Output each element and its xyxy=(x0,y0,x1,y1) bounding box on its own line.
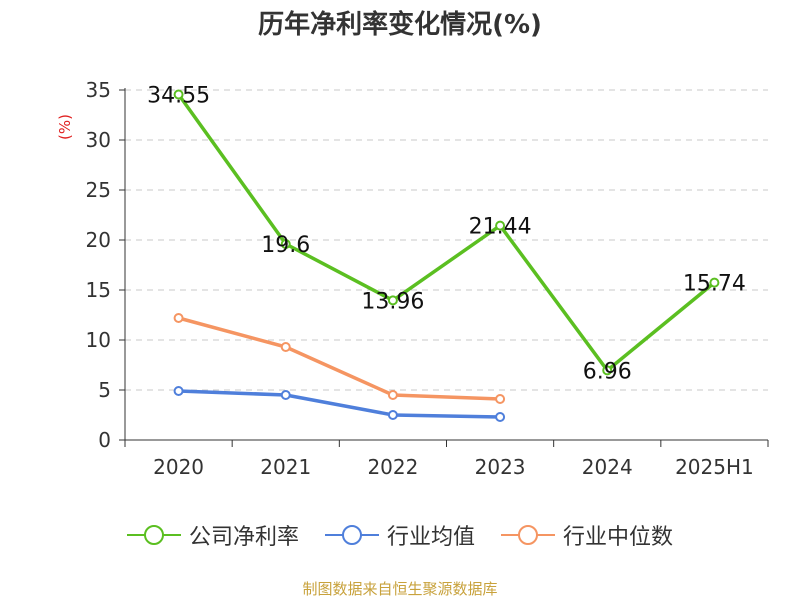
data-label: 34.55 xyxy=(147,84,210,109)
data-label: 15.74 xyxy=(683,272,746,297)
series-lines xyxy=(173,89,720,422)
x-tick-label: 2024 xyxy=(582,455,633,479)
legend-item[interactable]: 行业中位数 xyxy=(501,519,673,551)
data-point xyxy=(173,313,184,323)
y-tick-label: 25 xyxy=(86,178,111,202)
data-point xyxy=(495,412,506,422)
data-point xyxy=(387,295,398,306)
x-tick-label: 2022 xyxy=(367,455,418,479)
legend-item[interactable]: 行业均值 xyxy=(324,519,475,551)
series-line-0 xyxy=(177,93,716,373)
data-point xyxy=(709,277,720,288)
data-label: 13.96 xyxy=(361,289,424,314)
data-point xyxy=(280,239,291,249)
data-point xyxy=(280,342,291,352)
data-point xyxy=(173,89,184,100)
legend-label: 公司净利率 xyxy=(188,525,299,550)
y-tick-label: 35 xyxy=(86,78,111,102)
series-line-1 xyxy=(178,389,501,419)
data-point xyxy=(602,365,613,376)
data-point xyxy=(387,390,398,400)
grid-lines xyxy=(125,89,768,391)
x-tick-label: 2020 xyxy=(153,455,204,479)
y-tick-label: 30 xyxy=(86,128,111,152)
data-point xyxy=(495,220,506,231)
axes: 0 5 10 15 20 25 30 35 2020 2021 2022 2023 2024 2025H1 xyxy=(86,78,769,479)
data-label: 19.6 xyxy=(261,233,310,258)
legend-marker-icon xyxy=(126,525,181,545)
series-line-2 xyxy=(178,316,501,401)
data-label: 21.44 xyxy=(469,215,532,240)
legend-item[interactable]: 公司净利率 xyxy=(126,519,299,551)
x-tick-label: 2025H1 xyxy=(675,455,754,479)
data-point xyxy=(173,386,184,396)
y-tick-label: 5 xyxy=(98,378,111,402)
data-labels: 34.55 19.6 13.96 21.44 6.96 15.74 xyxy=(147,84,746,385)
y-tick-label: 20 xyxy=(86,228,111,252)
legend: 公司净利率 行业均值 行业中位数 xyxy=(0,519,800,551)
legend-label: 行业中位数 xyxy=(563,525,674,550)
chart-title: 历年净利率变化情况(%) xyxy=(258,10,542,40)
source-note: 制图数据来自恒生聚源数据库 xyxy=(302,580,498,598)
y-tick-label: 0 xyxy=(98,428,111,452)
legend-marker-icon xyxy=(324,525,379,545)
y-tick-label: 15 xyxy=(86,278,111,302)
data-point xyxy=(387,410,398,420)
legend-marker-icon xyxy=(501,525,555,545)
x-tick-label: 2021 xyxy=(260,455,311,479)
legend-label: 行业均值 xyxy=(386,525,475,550)
y-tick-label: 10 xyxy=(86,328,111,352)
data-label: 6.96 xyxy=(583,359,632,384)
x-tick-label: 2023 xyxy=(475,455,526,479)
data-point xyxy=(280,390,291,400)
y-axis-label: (%) xyxy=(56,114,74,140)
data-point xyxy=(495,394,506,404)
